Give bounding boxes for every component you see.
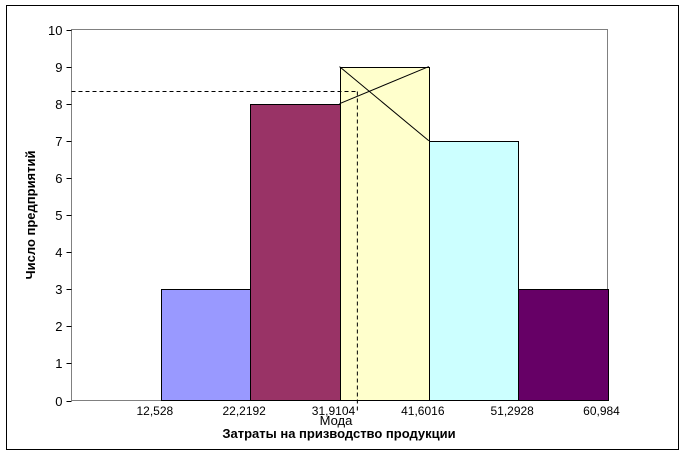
y-tick-label: 2 [55, 319, 62, 334]
y-tick-label: 3 [55, 282, 62, 297]
histogram-bar-4 [429, 141, 519, 401]
y-tick-label: 7 [55, 134, 62, 149]
x-tick-label: 41,6016 [401, 404, 445, 418]
y-tick-label: 6 [55, 171, 62, 186]
mode-diagonal-line-1 [339, 66, 430, 142]
histogram-bar-3 [340, 67, 430, 401]
bars-layer [161, 67, 609, 401]
mode-label: Мода [320, 413, 354, 428]
y-axis: 0 1 2 3 4 5 6 7 8 9 10 [48, 23, 72, 409]
y-tick-label: 10 [48, 23, 62, 38]
histogram-bar-5 [518, 289, 609, 401]
x-tick-label: 31,9104 [312, 404, 356, 418]
y-tick-label: 8 [55, 97, 62, 112]
x-axis-title: Затраты на призводство продукции [222, 426, 455, 441]
x-axis: 12,528 22,2192 31,9104 41,6016 51,2928 60,984 [136, 404, 620, 418]
x-tick-label: 51,2928 [490, 404, 534, 418]
y-tick-label: 4 [55, 245, 62, 260]
x-tick-label: 22,2192 [222, 404, 266, 418]
x-tick-label: 12,528 [136, 404, 173, 418]
y-tick-label: 5 [55, 208, 62, 223]
y-tick-label: 9 [55, 60, 62, 75]
histogram-bar-2 [250, 104, 341, 401]
mode-construction [71, 66, 430, 413]
y-tick-label: 0 [55, 394, 62, 409]
histogram-bar-1 [161, 289, 251, 401]
y-axis-title: Число предприятий [23, 151, 38, 280]
mode-diagonal-line-2 [339, 66, 430, 105]
x-tick-label: 60,984 [583, 404, 620, 418]
y-tick-label: 1 [55, 356, 62, 371]
